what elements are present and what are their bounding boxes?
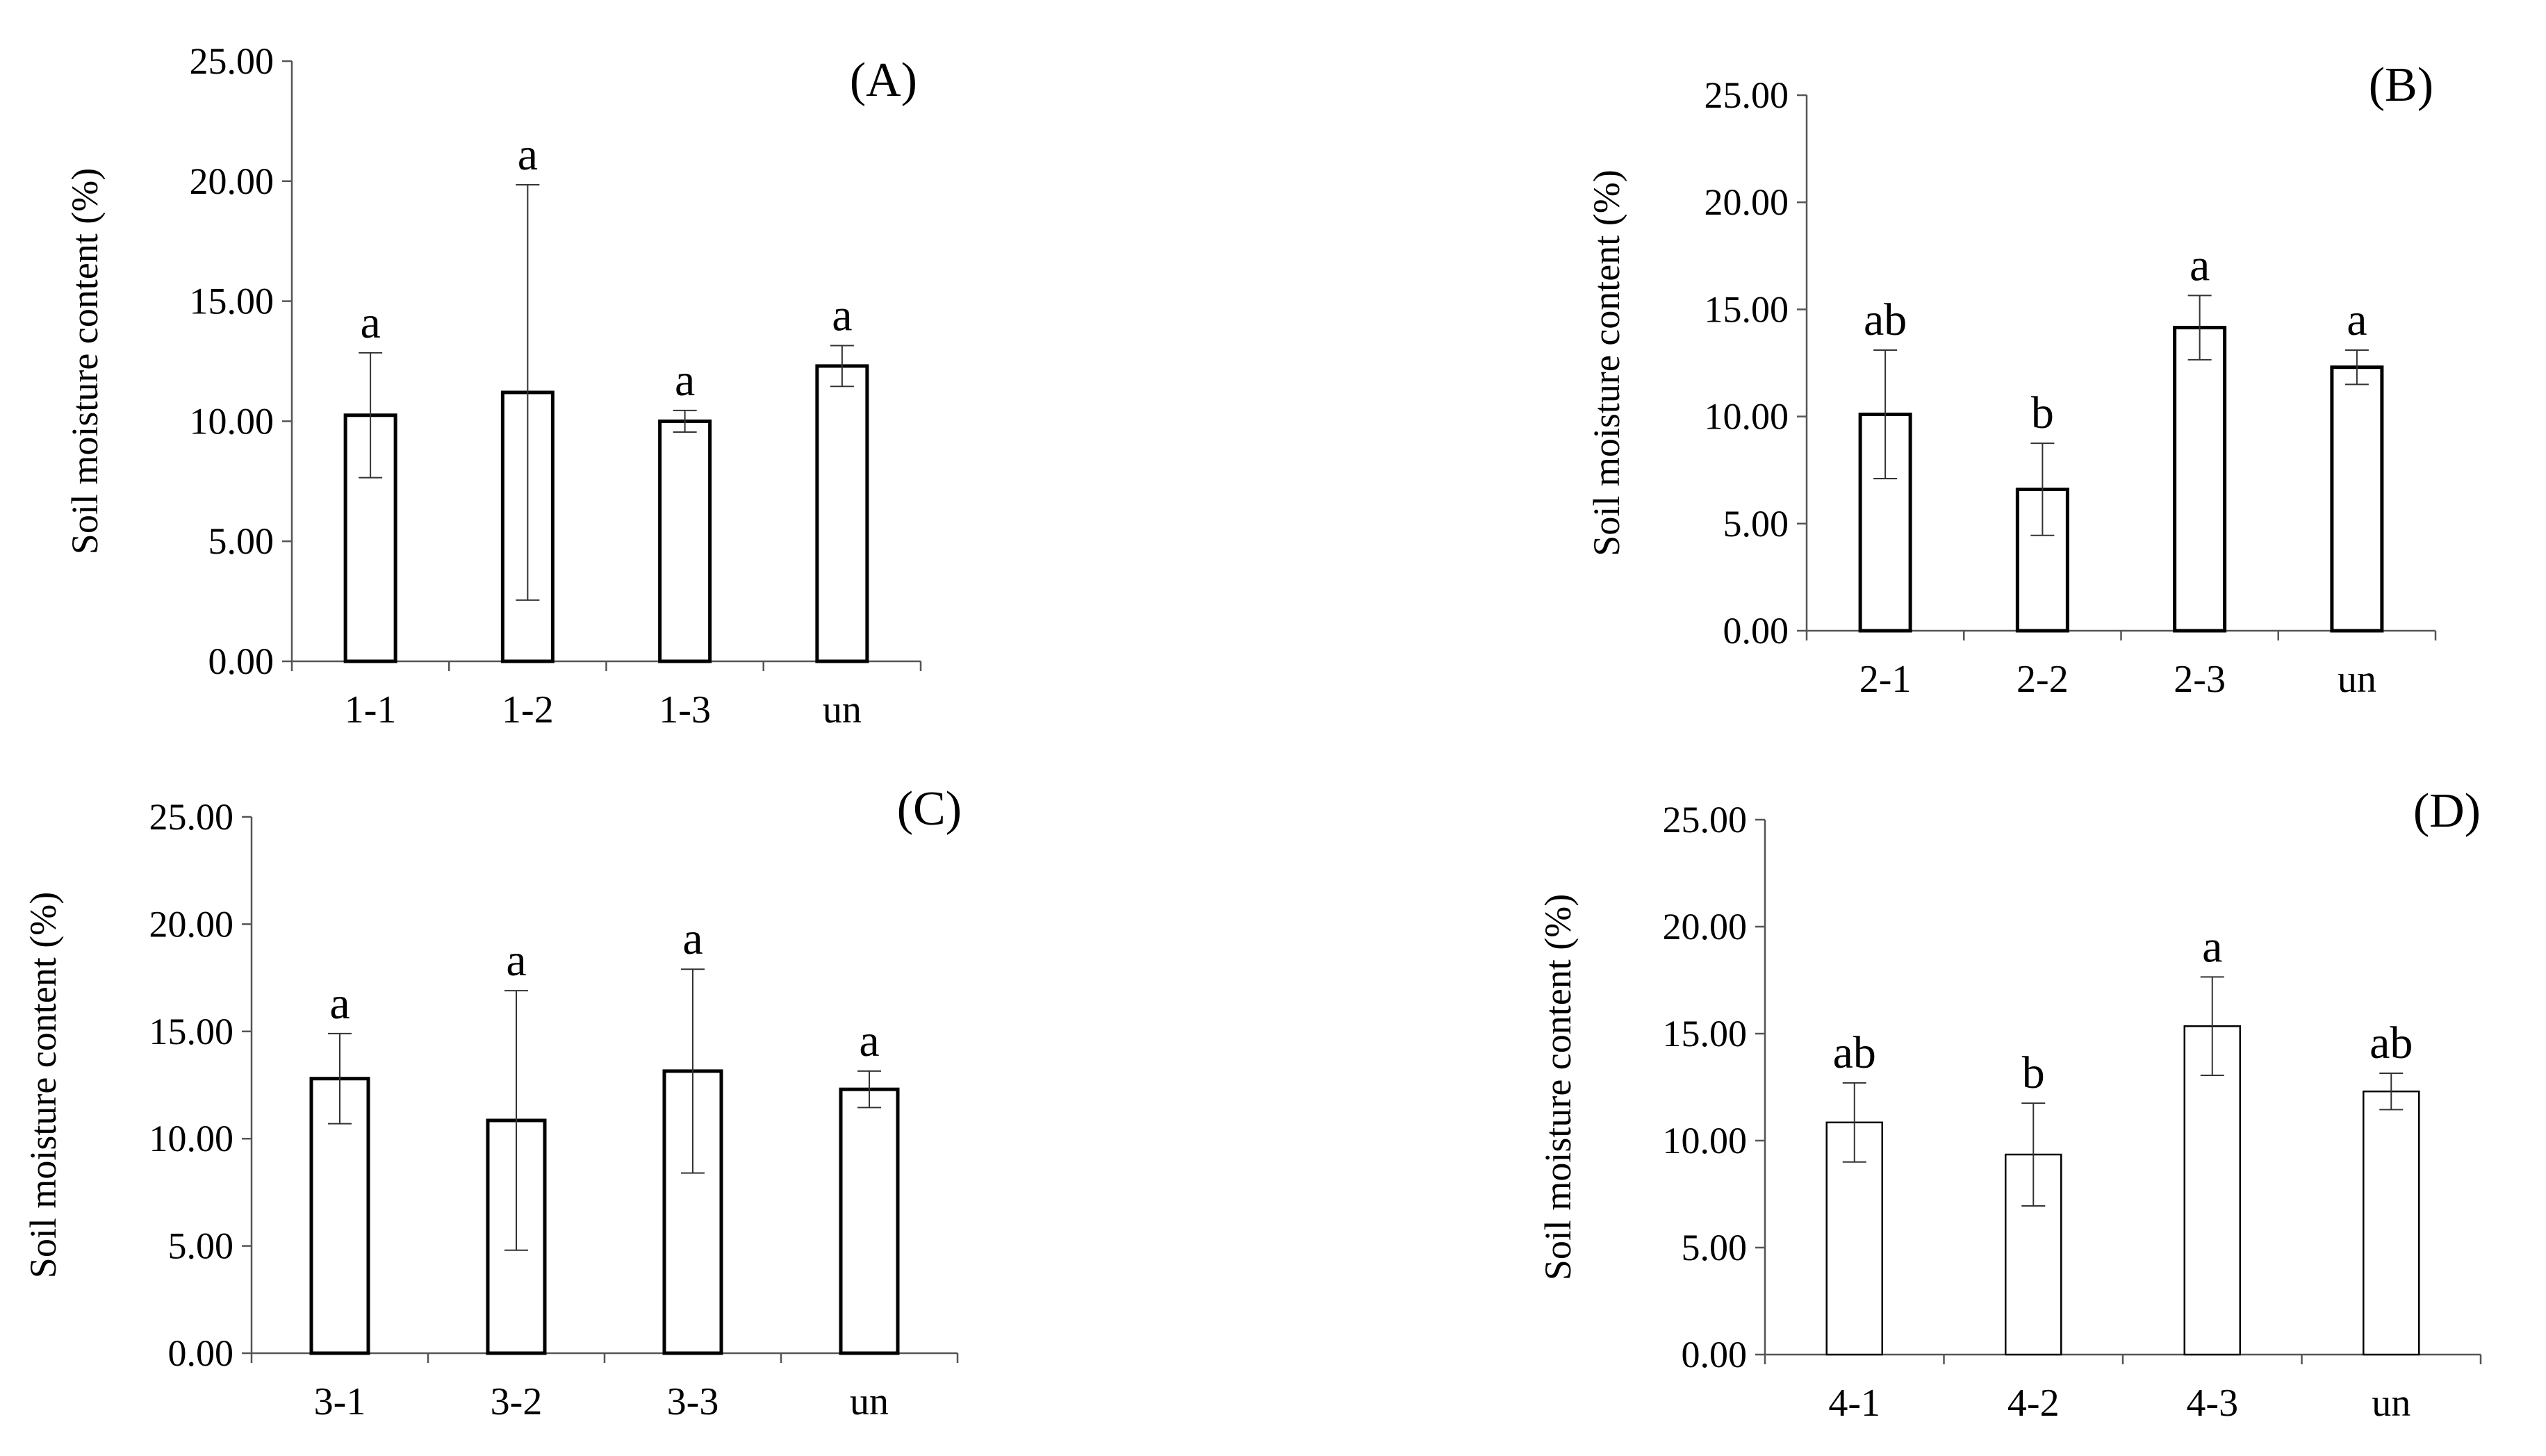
significance-label: a [518, 129, 538, 180]
y-tick-label: 0.00 [1682, 1334, 1748, 1375]
y-tick-label: 5.00 [168, 1225, 234, 1267]
chart-panel-c: 0.00 5.00 10.00 15.00 20.00 25.00 a 3-1 a 3-2 a 3-3… [22, 782, 962, 1423]
significance-label: b [2022, 1048, 2045, 1098]
y-axis-label: Soil moisture content (%) [1586, 169, 1627, 556]
y-tick-label: 5.00 [1723, 503, 1789, 545]
y-tick-label: 20.00 [1663, 906, 1748, 948]
x-tick-label: un [2338, 658, 2376, 701]
y-axis-label: Soil moisture content (%) [22, 892, 64, 1278]
significance-label: a [2202, 921, 2222, 972]
y-tick-label: 5.00 [208, 520, 274, 562]
x-tick-label: 1-3 [659, 688, 711, 731]
x-tick-label: 3-3 [667, 1380, 719, 1423]
significance-label: b [2031, 388, 2054, 438]
panel-title: (C) [897, 782, 962, 836]
y-tick-label: 15.00 [1705, 288, 1789, 330]
significance-label: a [360, 297, 380, 348]
significance-label: a [675, 355, 695, 406]
y-tick-label: 0.00 [1723, 610, 1789, 652]
x-tick-label: 2-3 [2174, 658, 2226, 701]
significance-label: ab [1864, 295, 1907, 345]
chart-panel-a: 0.00 5.00 10.00 15.00 20.00 25.00 a 1-1 a 1-2 a 1-3… [64, 40, 922, 731]
significance-label: ab [1833, 1027, 1876, 1078]
y-tick-label: 25.00 [1705, 74, 1789, 116]
y-tick-label: 15.00 [149, 1011, 234, 1052]
significance-label: a [506, 935, 526, 986]
x-tick-label: un [823, 688, 862, 731]
panel-title: (D) [2413, 784, 2481, 838]
significance-label: a [2190, 240, 2210, 290]
significance-label: a [859, 1016, 879, 1066]
panel-title: (A) [850, 53, 917, 107]
bar-2-2 [2015, 487, 2069, 633]
significance-label: a [682, 913, 703, 964]
y-tick-label: 15.00 [190, 281, 274, 322]
y-axis-label: Soil moisture content (%) [1537, 894, 1579, 1280]
bar-4-3 [2183, 1025, 2241, 1356]
significance-label: ab [2370, 1018, 2413, 1068]
x-tick-label: 2-2 [2017, 658, 2069, 701]
x-tick-label: 4-3 [2186, 1382, 2238, 1425]
x-tick-label: 4-1 [1828, 1382, 1880, 1425]
y-tick-label: 0.00 [208, 640, 274, 682]
x-tick-label: 2-1 [1859, 658, 1912, 701]
x-tick-label: 1-1 [345, 688, 397, 731]
y-tick-label: 10.00 [190, 400, 274, 442]
y-tick-label: 25.00 [190, 40, 274, 82]
x-tick-label: 4-2 [2007, 1382, 2060, 1425]
bar-un [2363, 1090, 2420, 1356]
x-tick-label: 1-2 [502, 688, 554, 731]
y-tick-label: 10.00 [1663, 1120, 1748, 1161]
significance-label: a [832, 290, 852, 341]
bar-un [839, 1087, 900, 1355]
x-tick-label: un [2372, 1382, 2411, 1425]
significance-label: a [2347, 295, 2367, 345]
y-tick-label: 0.00 [168, 1332, 234, 1374]
y-tick-label: 10.00 [149, 1118, 234, 1159]
panel-title: (B) [2369, 58, 2433, 112]
x-tick-label: un [850, 1380, 889, 1423]
bar-un [2330, 365, 2384, 633]
y-tick-label: 20.00 [1705, 181, 1789, 223]
x-tick-label: 3-2 [491, 1380, 543, 1423]
significance-label: a [329, 978, 350, 1029]
y-tick-label: 20.00 [149, 903, 234, 945]
y-tick-label: 5.00 [1682, 1227, 1748, 1268]
bar-un [815, 364, 869, 663]
y-tick-label: 15.00 [1663, 1013, 1748, 1054]
x-tick-label: 3-1 [314, 1380, 366, 1423]
bar-1-3 [658, 419, 712, 663]
y-tick-label: 10.00 [1705, 396, 1789, 438]
bar-2-3 [2173, 326, 2227, 633]
chart-panel-b: 0.00 5.00 10.00 15.00 20.00 25.00 ab 2-1 b 2-2 a 2-… [1586, 58, 2437, 701]
y-tick-label: 20.00 [190, 160, 274, 202]
chart-panel-d: 0.00 5.00 10.00 15.00 20.00 25.00 ab 4-1 b 4-2 a 4-… [1537, 784, 2482, 1425]
bar-1-1 [343, 413, 397, 663]
y-tick-label: 25.00 [149, 796, 234, 838]
y-tick-label: 25.00 [1663, 799, 1748, 841]
y-axis-label: Soil moisture content (%) [64, 168, 106, 554]
